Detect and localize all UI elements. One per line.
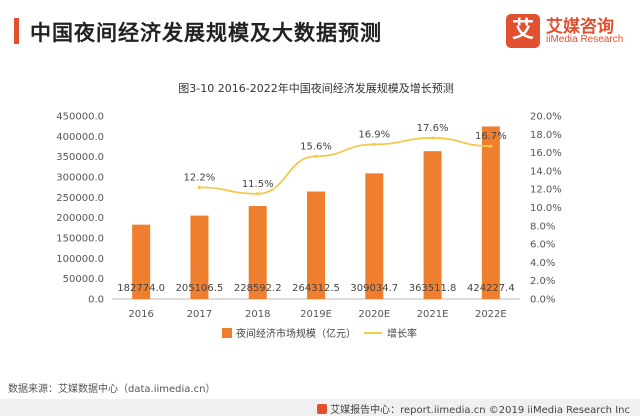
x-tick-label: 2021E [417, 309, 449, 320]
line-point [197, 185, 202, 189]
report-center-icon [317, 404, 328, 414]
bar [481, 126, 500, 299]
bar [365, 173, 384, 299]
y-right-tick-label: 16.0% [530, 148, 562, 159]
legend-bar-label: 夜间经济市场规模（亿元） [236, 327, 356, 340]
y-left-tick-label: 300000.0 [56, 173, 104, 184]
footer-text: 艾媒报告中心：report.iimedia.cn ©2019 iiMedia R… [330, 405, 630, 416]
legend-line-label: 增长率 [387, 327, 417, 340]
page-title: 中国夜间经济发展规模及大数据预测 [30, 21, 382, 45]
bar-data-label: 363511.8 [409, 283, 457, 294]
x-tick-label: 2017 [187, 309, 212, 320]
line-data-label: 16.9% [358, 129, 390, 140]
line-data-label: 12.2% [184, 172, 216, 183]
x-tick-label: 2022E [475, 309, 507, 320]
x-tick-label: 2018 [245, 309, 270, 320]
bar-data-label: 424227.4 [467, 283, 515, 294]
bar [423, 151, 442, 299]
y-left-tick-label: 350000.0 [56, 152, 104, 163]
logo-name: 艾媒咨询 [546, 17, 614, 37]
y-right-tick-label: 8.0% [530, 221, 555, 232]
logo-subtitle: iiMedia Research [546, 34, 624, 45]
line-point [430, 136, 435, 140]
bar [132, 224, 151, 299]
bar [190, 215, 209, 299]
y-axis-right: 0.0% 2.0% 4.0% 6.0% 8.0% 10.0% 12.0% 14.0% 16.0%… [530, 112, 562, 306]
bar-data-label: 264312.5 [292, 283, 340, 294]
logo-mark: 艾 [506, 14, 540, 48]
data-source: 数据来源：艾媒数据中心（data.iimedia.cn） [8, 384, 216, 395]
y-right-tick-label: 12.0% [530, 185, 562, 196]
y-left-tick-label: 400000.0 [56, 132, 104, 143]
line-point [372, 142, 376, 146]
legend-bar-swatch [222, 328, 232, 338]
y-axis-left: 0.0 50000.0 100000.0 150000.0 200000.0 250000… [56, 112, 104, 306]
line-point [489, 144, 493, 148]
y-right-tick-label: 20.0% [530, 112, 562, 123]
bar-series: 182774.0 205106.5 228592.2 264312.5 309034.7… [117, 126, 515, 299]
bar-data-label: 205106.5 [176, 283, 224, 294]
y-left-tick-label: 100000.0 [56, 254, 104, 265]
y-left-tick-label: 200000.0 [56, 213, 104, 224]
y-right-tick-label: 18.0% [530, 130, 562, 141]
x-tick-label: 2016 [128, 309, 153, 320]
x-tick-label: 2019E [300, 309, 332, 320]
y-left-tick-label: 250000.0 [56, 193, 104, 204]
legend: 夜间经济市场规模（亿元） 增长率 [222, 327, 417, 340]
bar [307, 191, 325, 299]
chart-title: 图3-10 2016-2022年中国夜间经济发展规模及增长预测 [178, 81, 453, 95]
line-data-label: 11.5% [242, 179, 274, 190]
line-series: 12.2% 11.5% 15.6% 16.9% 17.6% 16.7% [184, 123, 507, 196]
y-left-tick-label: 50000.0 [63, 274, 104, 285]
line-point [314, 154, 318, 158]
title-accent-bar [14, 18, 19, 44]
bar-data-label: 182774.0 [117, 283, 165, 294]
line-data-label: 15.6% [300, 141, 332, 152]
bar [248, 206, 267, 299]
bar-data-label: 228592.2 [234, 283, 282, 294]
chart: 图3-10 2016-2022年中国夜间经济发展规模及增长预测 0.0 50000… [56, 81, 562, 340]
y-right-tick-label: 0.0% [530, 295, 555, 306]
growth-rate-line [199, 137, 491, 195]
y-right-tick-label: 6.0% [530, 240, 555, 251]
footer: 艾媒报告中心：report.iimedia.cn ©2019 iiMedia R… [317, 401, 630, 416]
y-right-tick-label: 14.0% [530, 166, 562, 177]
y-left-tick-label: 0.0 [88, 295, 104, 306]
x-tick-label: 2020E [358, 309, 390, 320]
bar-data-label: 309034.7 [350, 283, 398, 294]
line-point [256, 192, 260, 196]
line-data-label: 16.7% [475, 131, 507, 142]
iimedia-logo: 艾 艾媒咨询 iiMedia Research [506, 12, 624, 56]
y-right-tick-label: 2.0% [530, 276, 555, 287]
y-right-tick-label: 10.0% [530, 203, 562, 214]
y-left-tick-label: 450000.0 [56, 112, 104, 123]
y-right-tick-label: 4.0% [530, 258, 555, 269]
y-left-tick-label: 150000.0 [56, 234, 104, 245]
x-axis: 2016 2017 2018 2019E 2020E 2021E 2022E [112, 298, 520, 320]
line-data-label: 17.6% [417, 123, 449, 134]
